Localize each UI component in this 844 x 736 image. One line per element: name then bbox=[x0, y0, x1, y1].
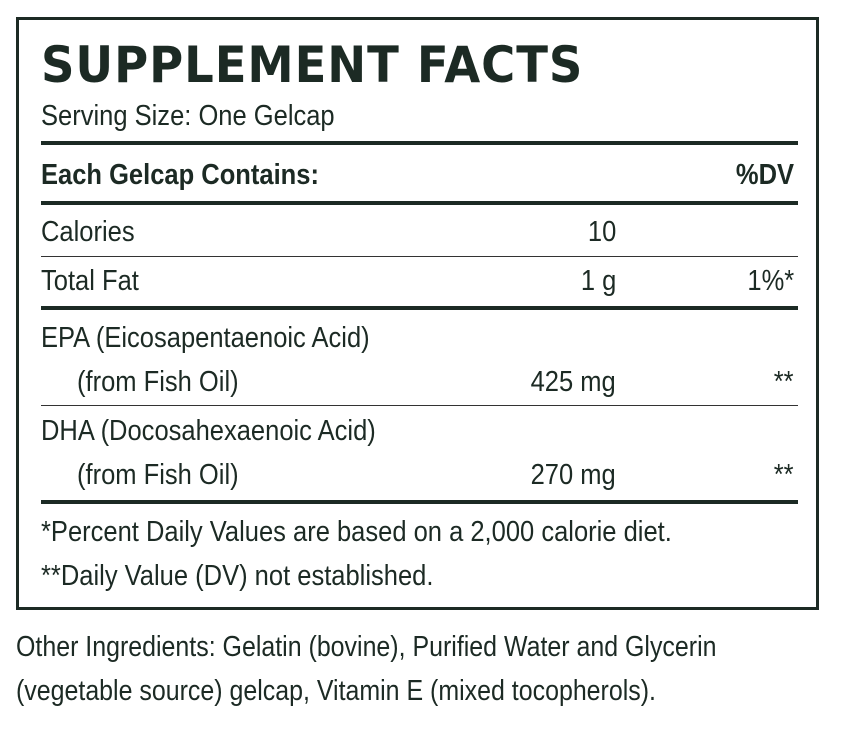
row-dha-source: (from Fish Oil) bbox=[77, 459, 239, 491]
row-total-fat-amount: 1 g bbox=[580, 265, 616, 297]
divider-thick bbox=[41, 500, 798, 504]
footnote-percent-dv: *Percent Daily Values are based on a 2,0… bbox=[41, 516, 672, 548]
divider-thick bbox=[41, 141, 798, 145]
row-epa-dv: ** bbox=[774, 366, 794, 398]
row-total-fat-dv: 1%* bbox=[747, 265, 794, 297]
other-ingredients-line-1: Other Ingredients: Gelatin (bovine), Pur… bbox=[16, 631, 717, 663]
divider-thin bbox=[41, 405, 798, 406]
row-calories-amount: 10 bbox=[587, 216, 616, 248]
row-dha-dv: ** bbox=[774, 459, 794, 491]
header-contains: Each Gelcap Contains: bbox=[41, 159, 319, 191]
row-epa-name: EPA (Eicosapentaenoic Acid) bbox=[41, 322, 370, 354]
panel-title: SUPPLEMENT FACTS bbox=[41, 36, 584, 94]
row-calories-name: Calories bbox=[41, 216, 135, 248]
header-dv: %DV bbox=[735, 159, 794, 191]
row-dha-name: DHA (Docosahexaenoic Acid) bbox=[41, 415, 376, 447]
other-ingredients-line-2: (vegetable source) gelcap, Vitamin E (mi… bbox=[16, 675, 656, 707]
serving-size: Serving Size: One Gelcap bbox=[41, 100, 335, 132]
footnote-dv-not-established: **Daily Value (DV) not established. bbox=[41, 560, 434, 592]
row-epa-amount: 425 mg bbox=[530, 366, 616, 398]
row-epa-source: (from Fish Oil) bbox=[77, 366, 239, 398]
divider-thick bbox=[41, 306, 798, 310]
supplement-facts-panel: SUPPLEMENT FACTS Serving Size: One Gelca… bbox=[16, 17, 819, 610]
row-dha-amount: 270 mg bbox=[530, 459, 616, 491]
divider-thin bbox=[41, 256, 798, 257]
row-total-fat-name: Total Fat bbox=[41, 265, 139, 297]
divider-thick bbox=[41, 201, 798, 205]
